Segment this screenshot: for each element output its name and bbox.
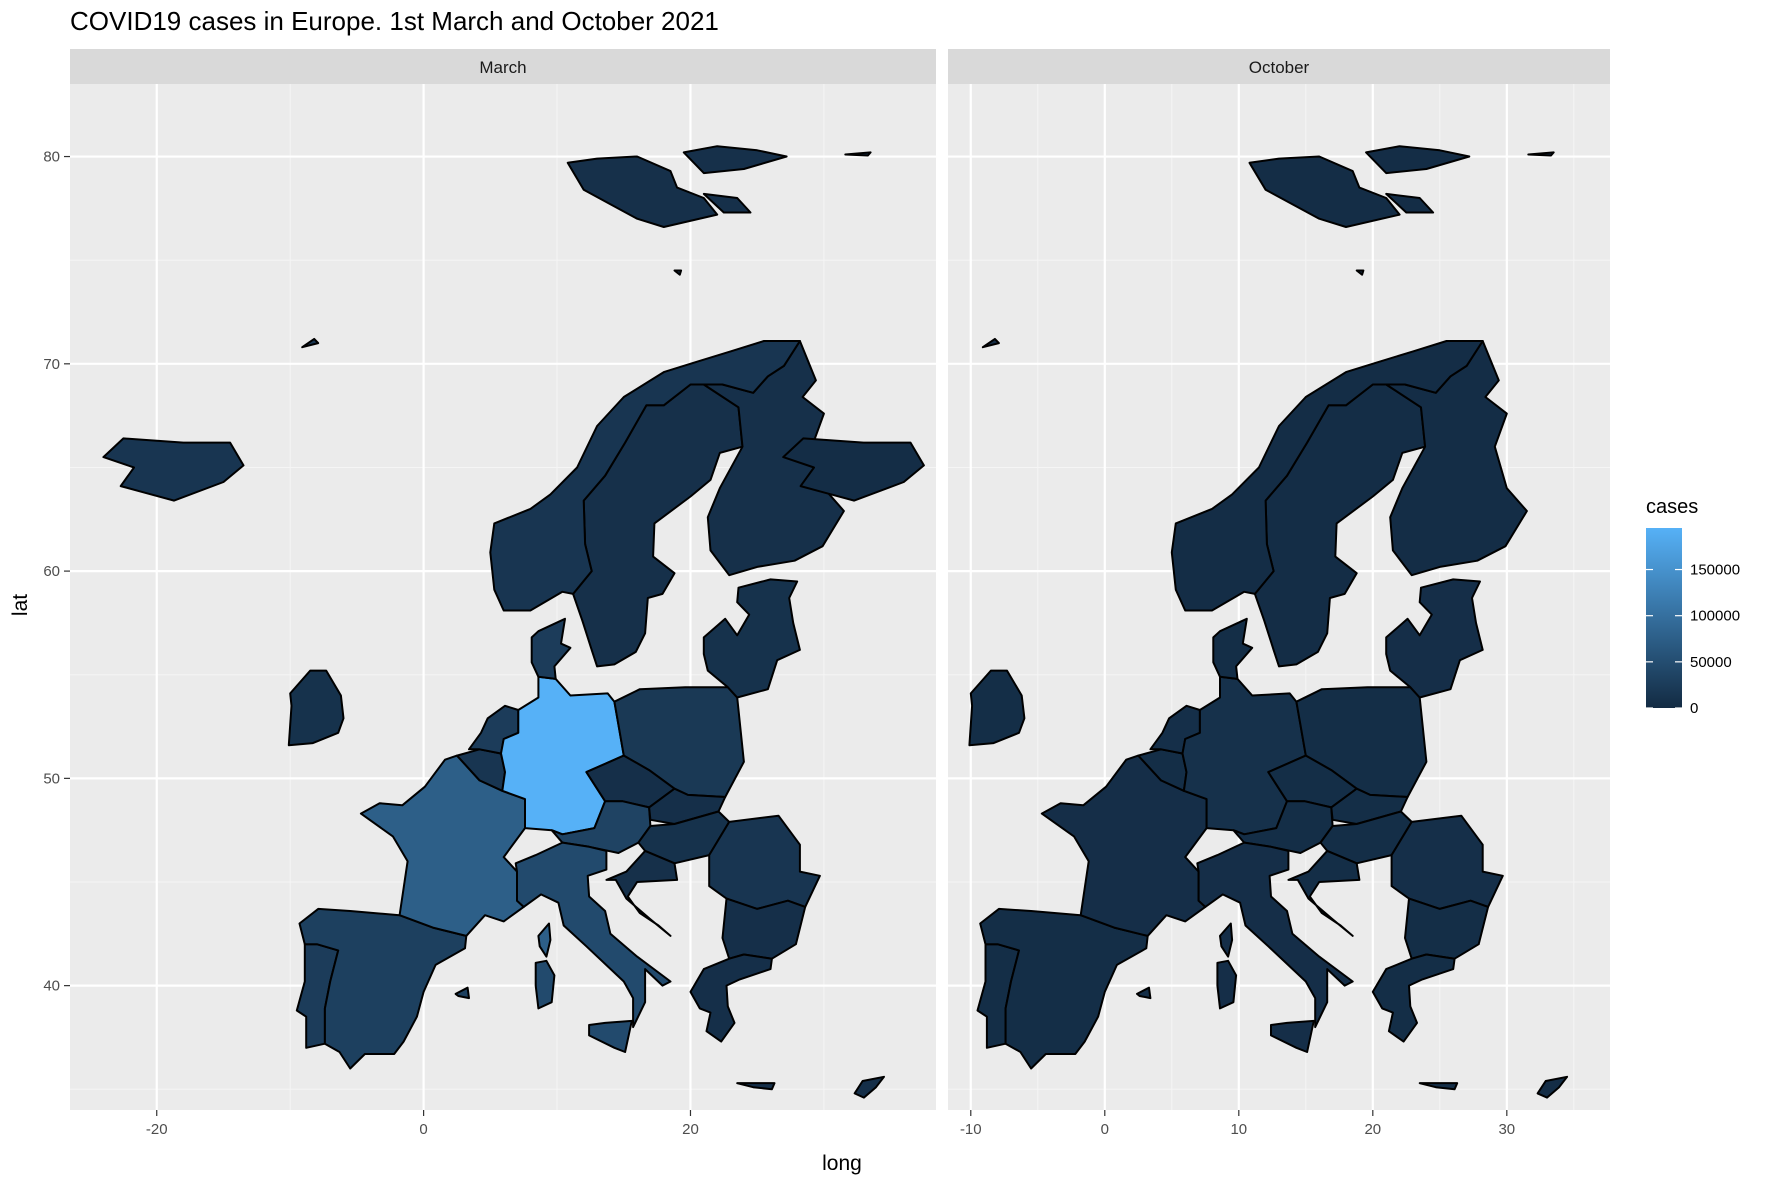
country-italy bbox=[514, 841, 672, 1029]
x-tick-label: -20 bbox=[146, 1121, 168, 1138]
y-axis: 80 70 60 50 40 bbox=[43, 149, 70, 995]
legend-ticks: 150000 100000 50000 0 bbox=[1646, 562, 1740, 717]
country-sardinia bbox=[1216, 959, 1238, 1010]
facet-strip-label: March bbox=[479, 58, 526, 77]
x-axis-title: long bbox=[822, 1152, 862, 1175]
country-crete bbox=[1418, 1082, 1459, 1091]
y-tick-label: 70 bbox=[43, 356, 60, 373]
country-svalbard bbox=[702, 192, 752, 214]
country-bulgaria bbox=[1404, 897, 1490, 960]
facet-panels: March -20 0 20 October -10 0 10 20 30 bbox=[70, 49, 1610, 1138]
country-croatia bbox=[1287, 849, 1361, 937]
x-tick-label: 20 bbox=[1364, 1121, 1381, 1138]
facet-strip bbox=[948, 49, 1610, 84]
legend-colorbar bbox=[1646, 528, 1682, 708]
legend-tick-label: 100000 bbox=[1690, 608, 1740, 625]
country-balearic bbox=[1136, 986, 1152, 1000]
x-tick-label: 0 bbox=[1101, 1121, 1109, 1138]
country-baltics bbox=[1385, 578, 1484, 699]
legend-tick-label: 50000 bbox=[1690, 654, 1732, 671]
legend-title: cases bbox=[1646, 496, 1698, 518]
country-corsica bbox=[537, 922, 552, 958]
country-kvitoya bbox=[844, 151, 872, 157]
country-denmark bbox=[530, 617, 572, 680]
figure-title: COVID19 cases in Europe. 1st March and O… bbox=[70, 6, 719, 36]
x-tick-label: 10 bbox=[1230, 1121, 1247, 1138]
country-layer bbox=[102, 145, 885, 1099]
country-finland bbox=[702, 340, 845, 577]
country-layer bbox=[782, 145, 1569, 1099]
country-svalbard bbox=[1365, 145, 1471, 175]
country-croatia bbox=[605, 849, 679, 937]
country-romania bbox=[708, 814, 821, 910]
country-bulgaria bbox=[721, 897, 807, 960]
facet-strip bbox=[70, 49, 936, 84]
x-tick-label: 30 bbox=[1498, 1121, 1515, 1138]
country-kvitoya bbox=[1527, 151, 1555, 157]
country-svalbard bbox=[566, 155, 719, 228]
country-corsica bbox=[1219, 922, 1234, 958]
y-tick-label: 80 bbox=[43, 149, 60, 166]
country-finland bbox=[1385, 340, 1528, 577]
country-janmayen bbox=[301, 337, 320, 349]
y-tick-label: 40 bbox=[43, 978, 60, 995]
country-bear bbox=[673, 269, 683, 276]
y-axis-title: lat bbox=[9, 594, 32, 616]
facet-strip-label: October bbox=[1249, 58, 1310, 77]
country-ireland bbox=[287, 669, 345, 747]
panel-october: October -10 0 10 20 30 bbox=[782, 49, 1610, 1138]
country-bear bbox=[1355, 269, 1365, 276]
country-greece bbox=[1371, 953, 1456, 1043]
x-tick-label: -10 bbox=[960, 1121, 982, 1138]
legend-tick-label: 0 bbox=[1690, 700, 1698, 717]
y-tick-label: 50 bbox=[43, 770, 60, 787]
legend-tick-label: 150000 bbox=[1690, 562, 1740, 579]
country-romania bbox=[1390, 814, 1504, 910]
panel-march: March -20 0 20 bbox=[70, 49, 936, 1138]
country-italy bbox=[1196, 841, 1354, 1029]
country-svalbard bbox=[682, 145, 788, 175]
country-spain bbox=[979, 907, 1149, 1070]
country-svalbard bbox=[1248, 155, 1401, 228]
country-norway bbox=[489, 340, 801, 612]
country-denmark bbox=[1212, 617, 1254, 680]
x-tick-label: 0 bbox=[419, 1121, 427, 1138]
y-tick-label: 60 bbox=[43, 563, 60, 580]
country-cyprus bbox=[853, 1075, 885, 1099]
country-crete bbox=[736, 1082, 776, 1091]
country-spain bbox=[298, 907, 468, 1070]
country-iceland bbox=[102, 437, 245, 502]
country-slovakia bbox=[1330, 787, 1409, 825]
country-ireland bbox=[968, 669, 1026, 747]
country-janmayen bbox=[981, 337, 1000, 349]
country-sicily bbox=[588, 1019, 633, 1053]
country-norway bbox=[1170, 340, 1484, 612]
color-legend: cases 150000 100000 50000 0 bbox=[1646, 496, 1740, 717]
country-cyprus bbox=[1536, 1075, 1569, 1099]
country-iceland bbox=[782, 437, 925, 502]
country-svalbard bbox=[1385, 192, 1435, 214]
country-sardinia bbox=[534, 959, 556, 1010]
country-sicily bbox=[1270, 1019, 1315, 1053]
country-slovakia bbox=[648, 787, 727, 825]
country-balearic bbox=[454, 986, 470, 1000]
x-tick-label: 20 bbox=[682, 1121, 699, 1138]
country-baltics bbox=[702, 578, 801, 699]
country-greece bbox=[689, 953, 773, 1043]
